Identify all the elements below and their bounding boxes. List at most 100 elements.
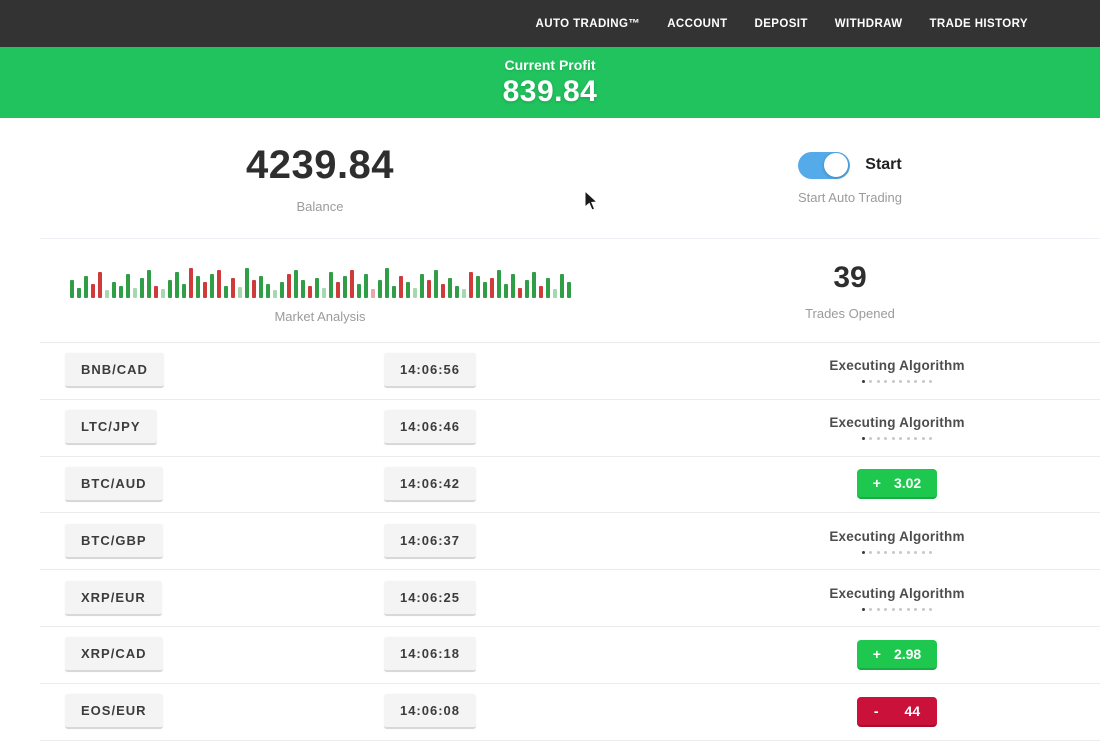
trade-status: Executing Algorithm <box>727 358 1067 384</box>
progress-dot <box>899 380 903 384</box>
balance-value: 4239.84 <box>245 142 395 187</box>
toggle-label: Start <box>865 156 902 173</box>
progress-dot <box>869 550 873 554</box>
progress-dot <box>914 607 918 611</box>
market-bar <box>216 269 221 298</box>
market-bar <box>104 289 109 298</box>
market-bar <box>517 287 522 298</box>
pair-badge[interactable]: XRP/CAD <box>65 637 163 673</box>
progress-dot <box>906 550 910 554</box>
market-bar <box>153 285 158 298</box>
trade-status: - 44 <box>727 696 1067 727</box>
progress-dot <box>891 550 895 554</box>
pair-badge[interactable]: EOS/EUR <box>65 694 163 730</box>
market-bar <box>377 279 382 298</box>
market-bar <box>195 275 200 298</box>
market-bar <box>223 285 228 298</box>
market-bar <box>188 267 193 298</box>
profit-badge: +2.98 <box>857 639 937 670</box>
market-bar <box>419 273 424 298</box>
market-bar <box>321 287 326 298</box>
nav-item[interactable]: ACCOUNT <box>667 17 728 30</box>
progress-dot <box>929 437 933 441</box>
progress-dot <box>891 437 895 441</box>
trade-status: +3.02 <box>727 469 1067 500</box>
pair-badge[interactable]: BNB/CAD <box>65 353 164 389</box>
result-value: 44 <box>904 702 921 719</box>
market-bar <box>503 283 508 298</box>
market-bar <box>405 281 410 298</box>
market-bar <box>146 269 151 298</box>
market-bar <box>384 267 389 298</box>
progress-dot <box>869 437 873 441</box>
market-bar <box>237 286 242 298</box>
market-bar <box>258 275 263 298</box>
result-sign: + <box>872 475 881 492</box>
trade-status: Executing Algorithm <box>727 529 1067 554</box>
progress-dot <box>899 607 903 611</box>
nav-item[interactable]: AUTO TRADING™ <box>535 17 641 30</box>
progress-dot <box>891 607 895 611</box>
executing-label: Executing Algorithm <box>829 358 965 374</box>
market-bar <box>202 281 207 298</box>
market-bar <box>475 275 480 298</box>
progress-dot <box>884 550 888 554</box>
progress-dot <box>921 607 925 611</box>
market-bar <box>433 269 438 298</box>
market-analysis-chart <box>40 258 600 298</box>
progress-dot <box>899 437 903 441</box>
market-bar <box>160 288 165 298</box>
progress-dot <box>884 437 888 441</box>
trade-time-badge: 14:06:08 <box>383 694 477 730</box>
progress-dot <box>861 437 865 441</box>
progress-dot <box>861 380 865 384</box>
pair-badge[interactable]: BTC/AUD <box>65 466 163 502</box>
progress-dots <box>829 607 964 611</box>
progress-dot <box>929 380 933 384</box>
pair-badge[interactable]: BTC/GBP <box>65 523 163 559</box>
executing-indicator: Executing Algorithm <box>829 529 964 554</box>
trades-opened-label: Trades Opened <box>805 305 895 321</box>
market-bar <box>279 281 284 298</box>
market-bar <box>468 271 473 298</box>
nav-item[interactable]: DEPOSIT <box>754 17 808 30</box>
pair-badge[interactable]: XRP/EUR <box>65 580 162 616</box>
progress-dot <box>914 437 918 441</box>
progress-dot <box>884 380 888 384</box>
nav-item[interactable]: TRADE HISTORY <box>929 17 1028 30</box>
progress-dot <box>899 550 903 554</box>
market-bar <box>174 271 179 298</box>
market-bar <box>272 289 277 298</box>
market-bar <box>363 273 368 298</box>
stats-row-balance: 4239.84 Balance Start Start Auto Trading <box>0 118 1100 238</box>
result-value: 2.98 <box>893 645 922 662</box>
top-nav: AUTO TRADING™ ACCOUNT DEPOSIT WITHDRAW TRADE… <box>0 0 1100 47</box>
market-bar <box>286 273 291 298</box>
market-bar <box>391 285 396 298</box>
auto-trading-toggle[interactable] <box>798 151 851 179</box>
market-bar <box>524 279 529 298</box>
market-bar <box>132 287 137 298</box>
pair-badge[interactable]: LTC/JPY <box>65 410 157 446</box>
market-bar <box>412 287 417 298</box>
nav-item[interactable]: WITHDRAW <box>834 17 903 30</box>
market-bar <box>335 281 340 298</box>
trade-time-badge: 14:06:25 <box>383 580 477 616</box>
market-bar <box>510 273 515 298</box>
market-bar <box>125 273 130 298</box>
market-bar <box>293 269 298 298</box>
progress-dot <box>914 380 918 384</box>
progress-dot <box>929 550 933 554</box>
market-bar <box>552 288 557 298</box>
trade-row: BTC/GBP 14:06:37 Executing Algorithm <box>40 513 1100 571</box>
executing-label: Executing Algorithm <box>829 585 965 601</box>
profit-banner-label: Current Profit <box>504 56 596 73</box>
market-bar <box>566 281 571 298</box>
market-bar <box>244 267 249 298</box>
market-bar <box>461 288 466 298</box>
progress-dot <box>884 607 888 611</box>
executing-label: Executing Algorithm <box>829 415 965 431</box>
auto-trading-label: Start Auto Trading <box>797 189 903 205</box>
market-bar <box>230 277 235 298</box>
market-bar <box>559 273 564 298</box>
